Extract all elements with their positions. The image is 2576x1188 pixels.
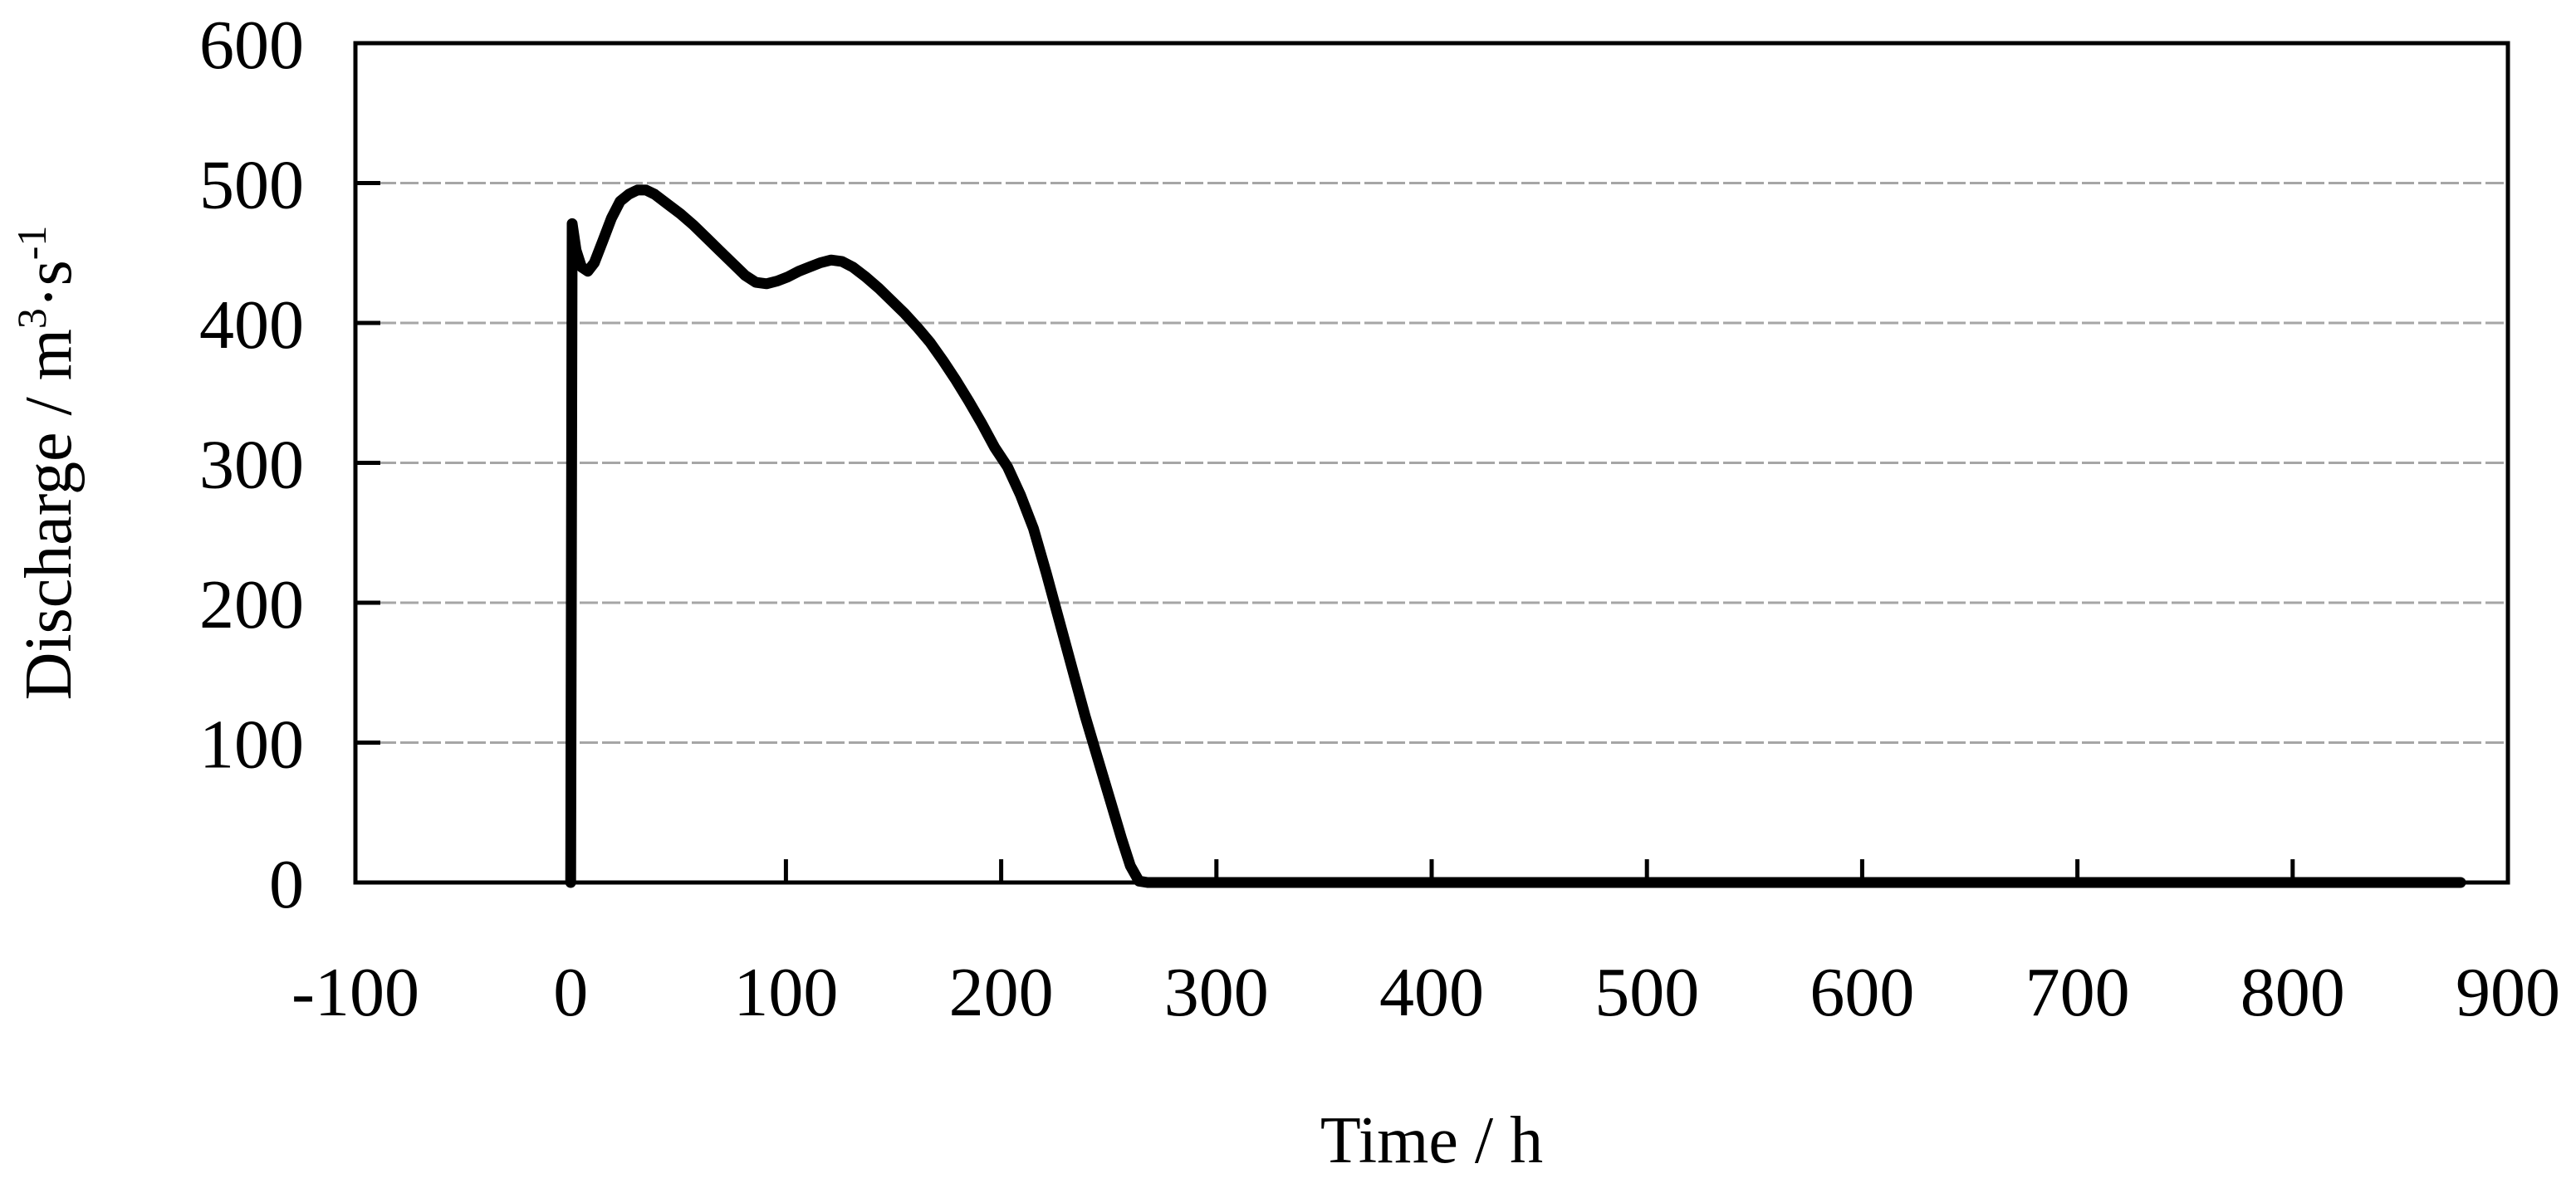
- x-tick-label-200: 200: [949, 954, 1054, 1031]
- y-tick-labels: 0 100 200 300 400 500 600: [199, 7, 304, 923]
- y-axis-title-text: Discharge / m: [12, 329, 86, 700]
- x-tick-label-700: 700: [2025, 954, 2130, 1031]
- y-tick-label-300: 300: [199, 427, 304, 504]
- data-series: [565, 184, 2466, 888]
- x-axis-title: Time / h: [1320, 1104, 1543, 1177]
- y-axis-title: Discharge / m3·s-1: [8, 226, 86, 701]
- x-tick-label-0: 0: [553, 954, 588, 1031]
- y-axis-title-superscript: 3: [8, 308, 55, 329]
- x-tick-label-300: 300: [1164, 954, 1269, 1031]
- y-tick-label-0: 0: [269, 846, 304, 923]
- y-axis-title-superscript: -1: [8, 226, 55, 261]
- x-tick-label-500: 500: [1594, 954, 1699, 1031]
- x-tick-label-100: 100: [733, 954, 838, 1031]
- x-tick-label-800: 800: [2241, 954, 2345, 1031]
- y-tick-label-100: 100: [199, 706, 304, 784]
- gridlines: [355, 182, 2508, 744]
- x-tick-label-900: 900: [2456, 954, 2560, 1031]
- y-tick-label-600: 600: [199, 7, 304, 84]
- y-tick-label-400: 400: [199, 286, 304, 364]
- series-line-discharge-hydrograph: [565, 184, 2466, 888]
- x-tick-label--100: -100: [291, 954, 419, 1031]
- x-tick-labels: -100 0 100 200 300 400 500 600 700 800 900: [291, 954, 2560, 1031]
- x-tick-label-400: 400: [1379, 954, 1484, 1031]
- y-axis-title-text: ·s: [12, 260, 86, 308]
- y-tick-label-500: 500: [199, 147, 304, 224]
- y-tick-label-200: 200: [199, 566, 304, 643]
- x-tick-label-600: 600: [1810, 954, 1914, 1031]
